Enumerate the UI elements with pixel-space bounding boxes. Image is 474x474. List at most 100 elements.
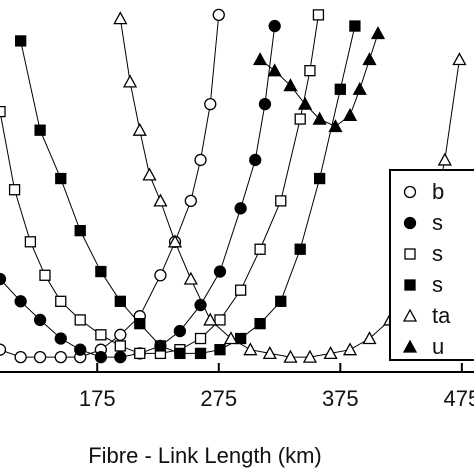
data-point	[203, 312, 218, 326]
data-point	[54, 350, 67, 364]
data-point	[194, 347, 207, 360]
legend-label: s	[432, 210, 443, 235]
legend-marker	[404, 248, 416, 260]
data-point	[154, 340, 167, 352]
x-axis-label: Fibre - Link Length (km)	[88, 443, 322, 468]
data-point	[328, 119, 343, 133]
data-point	[8, 184, 21, 196]
data-point	[262, 346, 277, 360]
data-point	[249, 153, 262, 167]
series-line	[0, 14, 220, 358]
series-line	[20, 25, 356, 354]
data-point	[24, 236, 37, 248]
x-tick-label: 475	[443, 386, 474, 411]
data-point	[0, 272, 7, 286]
legend-marker	[403, 216, 417, 230]
data-point	[294, 243, 306, 255]
data-point	[94, 350, 108, 364]
data-point	[268, 19, 281, 33]
legend-label: b	[432, 179, 444, 204]
data-point	[283, 78, 298, 92]
data-point	[142, 167, 157, 181]
data-point	[214, 314, 226, 326]
data-point	[370, 26, 386, 40]
data-point	[167, 234, 183, 248]
data-point	[223, 331, 239, 345]
data-point	[74, 314, 86, 326]
legend-marker	[403, 185, 417, 199]
data-point	[174, 347, 186, 360]
data-point	[183, 271, 198, 285]
data-point	[258, 98, 272, 111]
data-point	[154, 269, 167, 282]
legend-marker	[404, 279, 416, 291]
series-line	[0, 25, 276, 358]
data-point	[313, 172, 326, 185]
legend-marker	[402, 308, 418, 322]
data-point	[114, 328, 127, 341]
data-point	[342, 342, 358, 356]
data-point	[34, 124, 46, 136]
data-point	[132, 122, 147, 136]
data-point	[304, 65, 316, 77]
data-point	[234, 202, 247, 215]
x-tick-label: 275	[200, 386, 237, 411]
data-point	[243, 342, 258, 356]
data-point	[0, 343, 7, 356]
data-point	[55, 172, 67, 185]
data-point	[153, 193, 168, 207]
data-point	[95, 329, 107, 341]
data-point	[234, 284, 247, 296]
data-point	[362, 52, 377, 66]
data-point	[204, 98, 217, 111]
data-point	[113, 11, 128, 25]
data-point	[213, 265, 227, 278]
x-tick-label: 175	[79, 386, 116, 411]
data-point	[312, 111, 327, 125]
data-point	[275, 295, 287, 307]
data-point	[39, 269, 51, 281]
legend	[389, 169, 474, 361]
data-point	[134, 317, 146, 330]
data-point	[452, 52, 467, 66]
data-point	[334, 83, 346, 95]
data-point	[297, 96, 313, 110]
data-point	[114, 340, 126, 352]
data-point	[14, 350, 27, 364]
series-line	[259, 33, 379, 128]
data-point	[252, 52, 268, 66]
data-point	[362, 331, 377, 345]
data-point	[352, 81, 367, 95]
series-line	[0, 14, 319, 354]
data-point	[254, 243, 266, 255]
data-point	[122, 74, 138, 88]
data-point	[283, 349, 298, 363]
data-point	[15, 35, 27, 47]
data-point	[312, 9, 325, 21]
data-point	[173, 324, 187, 338]
data-point	[349, 20, 361, 32]
data-point	[194, 153, 207, 167]
data-point	[55, 295, 67, 307]
data-point	[95, 265, 107, 278]
data-point	[134, 347, 146, 360]
legend-marker	[402, 339, 418, 353]
data-point	[33, 313, 47, 327]
legend-label: ta	[432, 303, 451, 328]
data-point	[114, 295, 126, 307]
data-point	[194, 332, 207, 345]
data-point	[323, 346, 338, 360]
data-point	[437, 152, 452, 166]
x-tick-label: 375	[322, 386, 359, 411]
data-point	[294, 113, 306, 125]
legend-label: s	[432, 272, 443, 297]
data-point	[234, 332, 247, 345]
data-point	[267, 63, 282, 77]
data-point	[184, 194, 197, 208]
data-point	[214, 344, 226, 356]
data-point	[302, 349, 318, 363]
data-point	[212, 8, 225, 22]
data-point	[114, 350, 127, 364]
data-point	[14, 295, 27, 308]
